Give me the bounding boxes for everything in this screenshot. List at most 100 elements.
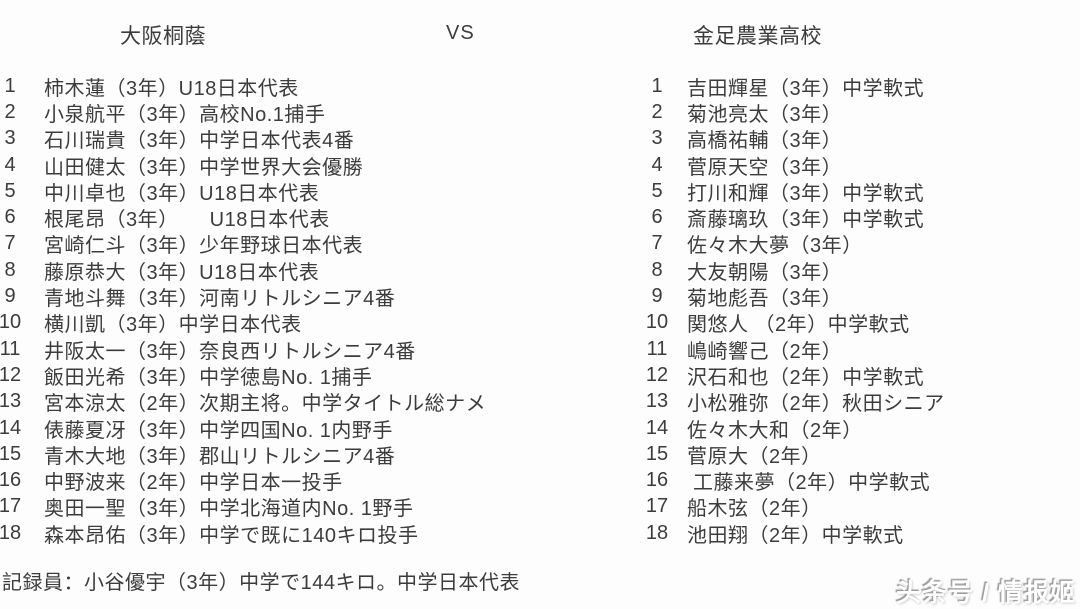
player-label: 宮本涼太（2年）次期主将。中学タイトル総ナメ bbox=[44, 393, 487, 416]
player-label: 藤原恭大（3年）U18日本代表 bbox=[44, 261, 320, 284]
player-label: 大友朝陽（3年） bbox=[687, 261, 843, 284]
player-row: 8 藤原恭大（3年）U18日本代表 bbox=[0, 257, 486, 284]
player-row: 9 青地斗舞（3年）河南リトルシニア4番 bbox=[0, 283, 486, 311]
player-label: 俵藤夏冴（3年）中学四国No. 1内野手 bbox=[44, 419, 393, 442]
player-label: 石川瑞貴（3年）中学日本代表4番 bbox=[44, 130, 355, 153]
player-label: 工藤来夢（2年）中学軟式 bbox=[687, 472, 931, 495]
player-number: 10 bbox=[0, 311, 22, 334]
player-label: 船木弦（2年） bbox=[687, 498, 822, 521]
player-row: 13 宮本涼太（2年）次期主将。中学タイトル総ナメ bbox=[0, 389, 486, 415]
player-number: 6 bbox=[651, 206, 663, 229]
player-row: 7 佐々木大夢（3年） bbox=[643, 231, 945, 257]
player-label: 青木大地（3年）郡山リトルシニア4番 bbox=[44, 445, 396, 468]
player-row: 14 俵藤夏冴（3年）中学四国No. 1内野手 bbox=[0, 415, 486, 442]
player-label: 横川凱（3年）中学日本代表 bbox=[44, 314, 302, 337]
player-label: 斎藤璃玖（3年）中学軟式 bbox=[687, 209, 925, 232]
team-name-right: 金足農業高校 bbox=[693, 25, 822, 48]
player-label: 森本昂佑（3年）中学で既に140キロ投手 bbox=[44, 524, 419, 547]
player-row: 11 井阪太一（3年）奈良西リトルシニア4番 bbox=[0, 336, 486, 363]
player-row: 18 森本昂佑（3年）中学で既に140キロ投手 bbox=[0, 520, 486, 547]
player-number: 17 bbox=[0, 495, 22, 518]
player-label: 関悠人 （2年）中学軟式 bbox=[687, 314, 910, 337]
roster-osaka-toin: 1 柿木蓮（3年）U18日本代表 2 小泉航平（3年）高校No.1捕手 3 石川瑞貴（3年… bbox=[0, 73, 486, 547]
player-number: 9 bbox=[651, 285, 663, 308]
player-row: 11 嶋崎響己（2年） bbox=[643, 336, 945, 363]
player-label: 宮崎仁斗（3年）少年野球日本代表 bbox=[44, 235, 364, 258]
player-label: 菅原天空（3年） bbox=[687, 156, 843, 179]
player-row: 3 石川瑞貴（3年）中学日本代表4番 bbox=[0, 126, 486, 152]
player-row: 10 関悠人 （2年）中学軟式 bbox=[643, 310, 945, 336]
player-number: 8 bbox=[4, 258, 16, 281]
player-label: 佐々木大和（2年） bbox=[687, 419, 863, 442]
player-row: 1 柿木蓮（3年）U18日本代表 bbox=[0, 73, 486, 100]
player-number: 18 bbox=[645, 521, 669, 544]
player-number: 10 bbox=[645, 311, 669, 334]
player-row: 15 菅原大（2年） bbox=[643, 441, 945, 468]
recorder-note: 記録員：小谷優宇（3年）中学で144キロ。中学日本代表 bbox=[2, 572, 520, 594]
player-number: 3 bbox=[4, 127, 16, 150]
player-number: 9 bbox=[4, 285, 16, 308]
player-number: 7 bbox=[651, 232, 663, 255]
player-row: 17 奥田一聖（3年）中学北海道内No. 1野手 bbox=[0, 494, 486, 520]
player-row: 3 高橋祐輔（3年） bbox=[643, 126, 945, 152]
player-row: 4 山田健太（3年）中学世界大会優勝 bbox=[0, 152, 486, 179]
player-label: 根尾昂（3年） U18日本代表 bbox=[44, 209, 330, 232]
player-number: 6 bbox=[4, 206, 16, 229]
player-number: 11 bbox=[646, 337, 668, 360]
player-number: 7 bbox=[4, 232, 16, 255]
player-number: 13 bbox=[645, 390, 669, 413]
player-label: 柿木蓮（3年）U18日本代表 bbox=[44, 77, 299, 100]
player-row: 2 小泉航平（3年）高校No.1捕手 bbox=[0, 99, 486, 126]
player-row: 6 斎藤璃玖（3年）中学軟式 bbox=[643, 204, 945, 232]
player-row: 17 船木弦（2年） bbox=[643, 494, 945, 520]
player-number: 16 bbox=[645, 469, 669, 492]
player-label: 飯田光希（3年）中学徳島No. 1捕手 bbox=[44, 366, 373, 389]
player-number: 15 bbox=[645, 442, 669, 465]
player-number: 1 bbox=[651, 74, 663, 97]
player-number: 1 bbox=[4, 74, 16, 97]
player-number: 14 bbox=[645, 416, 669, 439]
player-label: 打川和輝（3年）中学軟式 bbox=[687, 182, 925, 205]
player-row: 10 横川凱（3年）中学日本代表 bbox=[0, 310, 486, 336]
player-number: 2 bbox=[4, 100, 16, 123]
player-row: 5 中川卓也（3年）U18日本代表 bbox=[0, 178, 486, 205]
player-number: 16 bbox=[0, 469, 22, 492]
player-label: 佐々木大夢（3年） bbox=[687, 235, 863, 258]
player-number: 14 bbox=[0, 416, 22, 439]
player-label: 中川卓也（3年）U18日本代表 bbox=[44, 182, 320, 205]
player-row: 2 菊池亮太（3年） bbox=[643, 99, 945, 126]
player-label: 吉田輝星（3年）中学軟式 bbox=[687, 77, 925, 100]
player-row: 6 根尾昂（3年） U18日本代表 bbox=[0, 204, 486, 232]
player-row: 1 吉田輝星（3年）中学軟式 bbox=[643, 73, 945, 100]
player-row: 14 佐々木大和（2年） bbox=[643, 415, 945, 442]
player-label: 沢石和也（2年）中学軟式 bbox=[687, 366, 925, 389]
player-label: 池田翔（2年）中学軟式 bbox=[687, 524, 904, 547]
player-row: 7 宮崎仁斗（3年）少年野球日本代表 bbox=[0, 231, 486, 257]
player-label: 井阪太一（3年）奈良西リトルシニア4番 bbox=[44, 340, 416, 363]
vs-label: VS bbox=[446, 22, 475, 44]
player-row: 4 菅原天空（3年） bbox=[643, 152, 945, 179]
player-row: 15 青木大地（3年）郡山リトルシニア4番 bbox=[0, 441, 486, 468]
player-number: 4 bbox=[4, 153, 16, 176]
team-name-left: 大阪桐蔭 bbox=[120, 25, 206, 48]
player-row: 9 菊地彪吾（3年） bbox=[643, 283, 945, 311]
player-number: 18 bbox=[0, 521, 22, 544]
player-label: 菊地彪吾（3年） bbox=[687, 288, 843, 311]
player-row: 12 飯田光希（3年）中学徳島No. 1捕手 bbox=[0, 362, 486, 389]
player-number: 11 bbox=[0, 337, 21, 360]
player-label: 小泉航平（3年）高校No.1捕手 bbox=[44, 103, 326, 126]
player-number: 5 bbox=[4, 179, 16, 202]
player-label: 高橋祐輔（3年） bbox=[687, 130, 843, 153]
player-number: 12 bbox=[645, 363, 669, 386]
player-number: 12 bbox=[0, 363, 22, 386]
player-number: 3 bbox=[651, 127, 663, 150]
player-label: 菅原大（2年） bbox=[687, 445, 822, 468]
player-label: 青地斗舞（3年）河南リトルシニア4番 bbox=[44, 288, 396, 311]
player-label: 菊池亮太（3年） bbox=[687, 103, 843, 126]
player-row: 18 池田翔（2年）中学軟式 bbox=[643, 520, 945, 547]
player-row: 8 大友朝陽（3年） bbox=[643, 257, 945, 284]
player-number: 13 bbox=[0, 390, 22, 413]
player-number: 17 bbox=[645, 495, 669, 518]
player-label: 小松雅弥（2年）秋田シニア bbox=[687, 393, 945, 416]
